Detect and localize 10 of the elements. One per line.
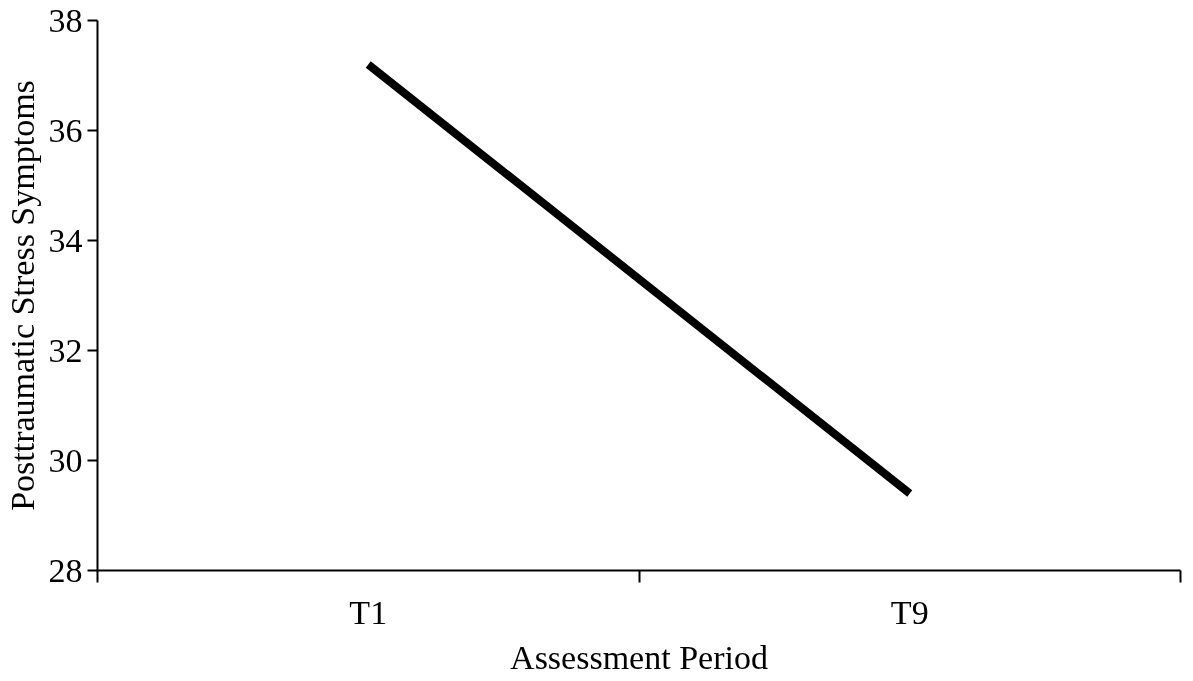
x-tick-label: T1 <box>349 593 388 631</box>
x-tick-label: T9 <box>890 593 929 631</box>
y-axis-title: Posttraumatic Stress Symptoms <box>3 80 41 511</box>
y-tick-label: 32 <box>48 331 83 369</box>
y-tick-label: 38 <box>48 1 83 39</box>
y-tick-label: 30 <box>48 441 83 479</box>
y-tick-label: 36 <box>48 111 83 149</box>
x-axis-title: Assessment Period <box>510 638 768 676</box>
y-tick-label: 34 <box>48 221 83 259</box>
y-tick-label: 28 <box>48 551 83 589</box>
